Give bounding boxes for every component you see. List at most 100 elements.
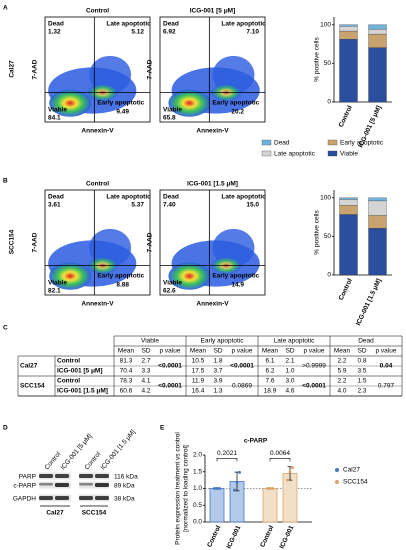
chart-title: c-PARP: [244, 438, 268, 445]
data-point: [266, 487, 269, 490]
quadrant-label: Early apoptotic: [212, 272, 259, 279]
y-axis-label: 7-AAD: [32, 59, 39, 79]
legend-marker: [335, 468, 339, 472]
table-cell: 3.3: [141, 368, 150, 375]
cell-line-label: Cal27: [46, 510, 64, 517]
table-subheader: Mean: [334, 348, 351, 355]
quadrant-label: Early apoptotic: [97, 272, 144, 279]
legend-swatch: [327, 139, 338, 146]
table-condition: Control: [57, 358, 80, 365]
bar-segment: [339, 205, 358, 215]
density-blob: [89, 55, 132, 94]
band-size: 116 kDa: [114, 474, 138, 481]
legend-label: SCC154: [343, 479, 368, 486]
data-point: [286, 478, 289, 482]
table-cell: 17.5: [192, 368, 205, 375]
y-tick-label: 50: [324, 233, 332, 240]
data-point: [291, 466, 294, 470]
legend-swatch: [327, 150, 338, 157]
y-tick-label: 1.0: [193, 485, 202, 492]
blot-band: [55, 474, 69, 478]
table-subheader: Mean: [118, 348, 135, 355]
y-tick-label: 100: [320, 21, 331, 28]
quadrant-label: Dead: [163, 194, 179, 201]
quadrant-value: 65.8: [163, 115, 176, 122]
cell-line-label: Cal27: [9, 60, 16, 78]
table-header: Early apoptotic: [201, 338, 245, 345]
quadrant-value: 15.0: [246, 202, 259, 209]
bar-segment: [368, 197, 387, 202]
quadrant-label: Viable: [48, 107, 67, 114]
y-tick-label: 1.5: [193, 468, 202, 475]
table-condition: ICG-001 [5 μM]: [57, 368, 103, 375]
quadrant-label: Early apoptotic: [97, 99, 144, 106]
x-tick-label: Control: [338, 104, 354, 128]
table-cell: 78.3: [120, 378, 133, 385]
density-blob: [89, 228, 132, 267]
y-axis-label: [normalized to loading control]: [183, 445, 190, 532]
quadrant-value: 7.40: [163, 202, 176, 209]
table-subheader: p value: [160, 348, 181, 355]
data-point: [233, 488, 236, 492]
legend-label: Viable: [340, 151, 358, 158]
bar-segment: [368, 200, 387, 216]
legend-swatch: [261, 139, 272, 146]
table-cell: 60.6: [120, 388, 133, 395]
density-blob: [212, 228, 255, 267]
quadrant-value: 20.2: [231, 108, 244, 115]
bar-segment: [339, 197, 358, 200]
blot-band: [39, 483, 53, 486]
table-cell: 4.2: [141, 388, 150, 395]
panel-letter: C: [3, 325, 8, 332]
legend-label: Dead: [274, 140, 290, 147]
band-label: GAPDH: [13, 496, 36, 503]
table-cell: 2.7: [141, 358, 150, 365]
data-point: [213, 487, 216, 490]
bar: [282, 473, 298, 523]
table-condition: Control: [57, 378, 80, 385]
table-cell: 1.3: [213, 388, 222, 395]
x-axis-label: Annexin-V: [196, 301, 229, 308]
band-size: 38 kDa: [114, 496, 135, 503]
bar-segment: [368, 228, 387, 276]
p-value-label: 0.0064: [270, 450, 290, 457]
quadrant-label: Dead: [48, 21, 64, 28]
table-cell: 4.1: [141, 378, 150, 385]
bar-segment: [368, 33, 387, 48]
data-point: [218, 487, 221, 490]
table-header: Dead: [358, 338, 374, 345]
cell-line-label: SCC154: [82, 510, 107, 517]
bar: [262, 488, 278, 523]
quadrant-label: Viable: [163, 280, 182, 287]
y-axis-label: 7-AAD: [32, 232, 39, 252]
band-label: PARP: [19, 474, 36, 481]
blot-band: [55, 483, 69, 487]
blot-band: [95, 474, 109, 478]
table-p-value: 0.04: [380, 363, 393, 370]
bar-segment: [339, 30, 358, 40]
table-p-value: >0.9999: [302, 363, 326, 370]
panel-letter: B: [3, 178, 8, 185]
table-cell: 2.2: [337, 378, 346, 385]
table-group: SCC154: [20, 383, 45, 390]
y-axis-label: 7-AAD: [147, 232, 154, 252]
table-subheader: SD: [357, 348, 366, 355]
blot-band: [95, 496, 109, 500]
table-cell: 1.0: [285, 368, 294, 375]
quadrant-value: 1.32: [48, 29, 61, 36]
legend-marker: [335, 480, 339, 484]
legend-swatch: [261, 150, 272, 157]
y-tick-label: 100: [320, 194, 331, 201]
y-tick-label: 2.0: [193, 452, 202, 459]
blot-band: [39, 496, 53, 500]
legend-label: Early apoptotic: [340, 140, 384, 147]
quadrant-label: Late apoptotic: [106, 194, 151, 201]
data-point: [238, 470, 241, 474]
table-cell: 18.9: [264, 388, 277, 395]
blot-band: [79, 474, 93, 478]
table-cell: 3.0: [285, 378, 294, 385]
bar-segment: [339, 39, 358, 103]
plot-title: Control: [86, 8, 109, 15]
table-cell: 81.3: [120, 358, 133, 365]
